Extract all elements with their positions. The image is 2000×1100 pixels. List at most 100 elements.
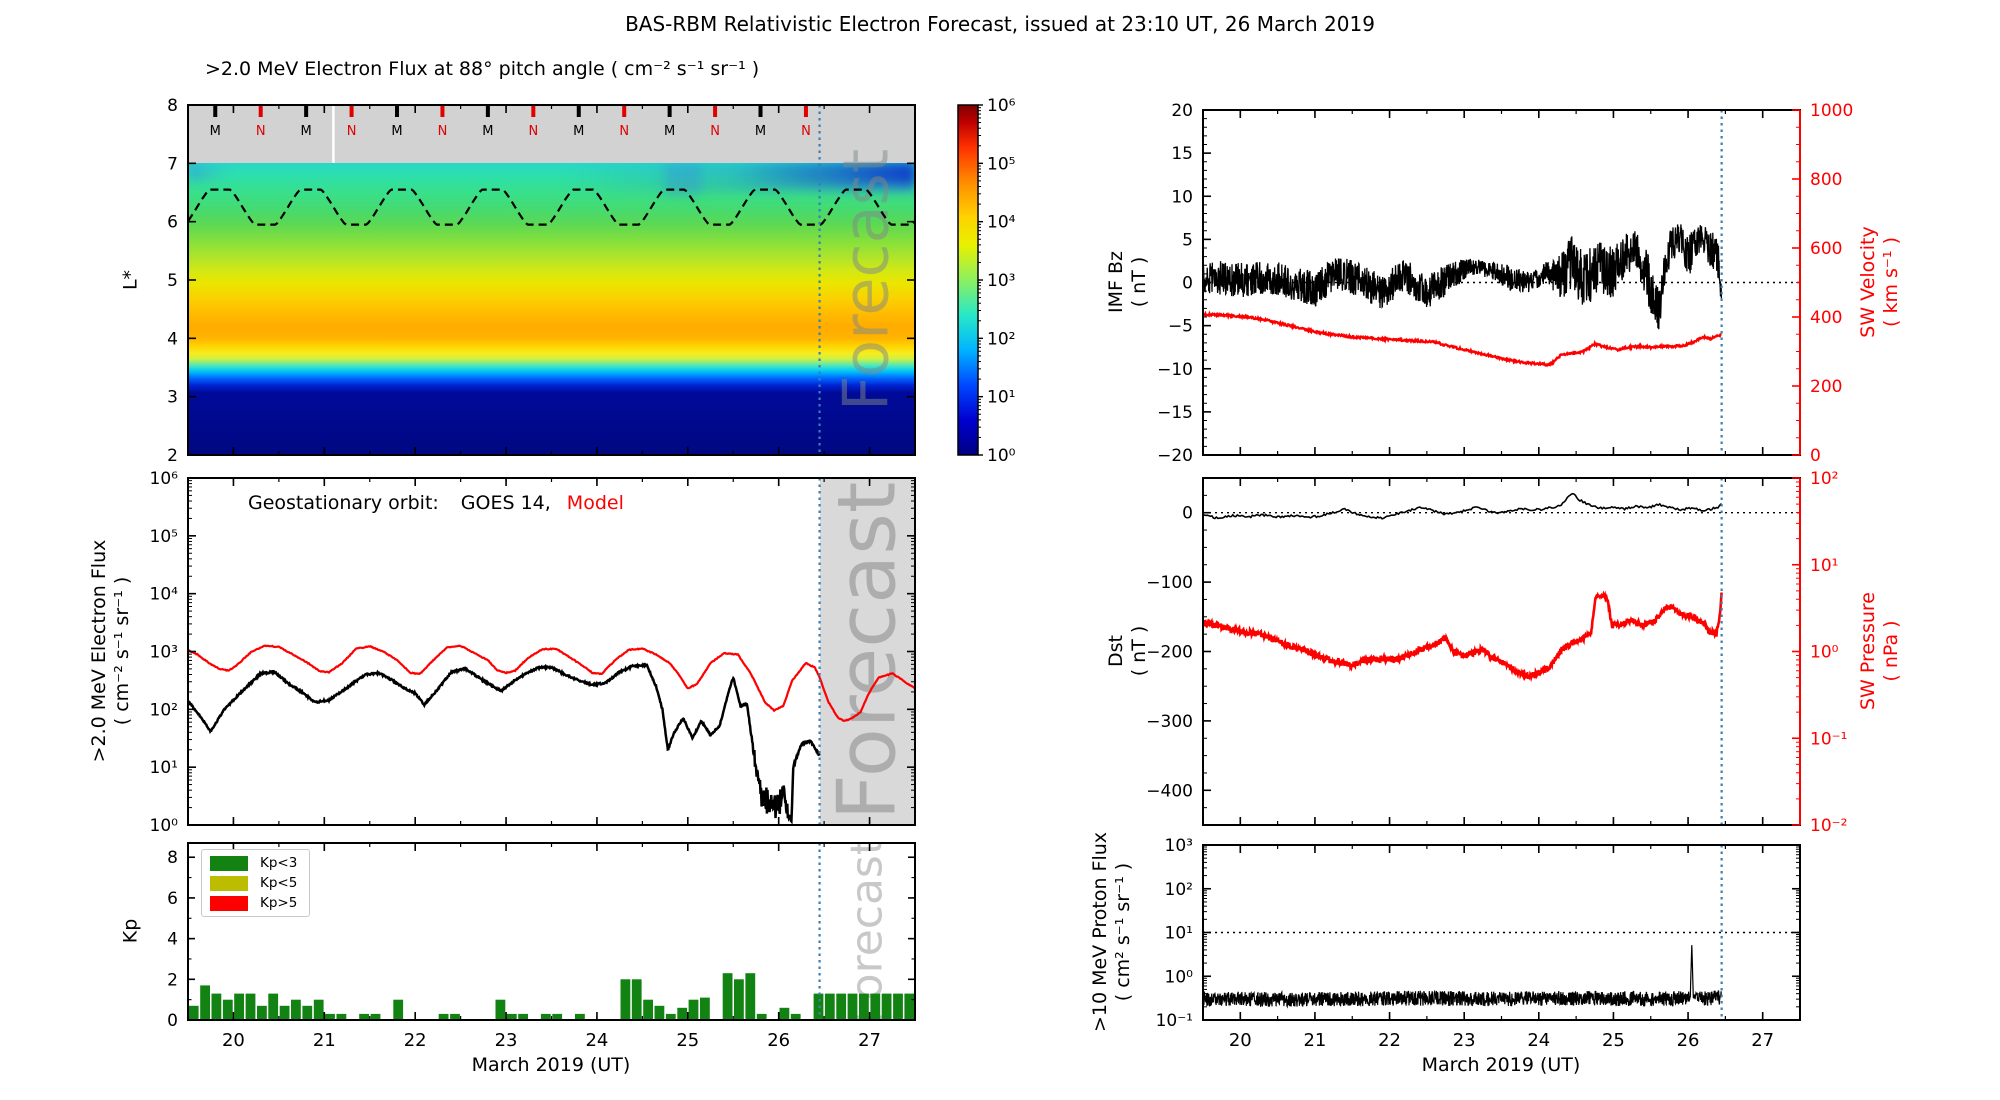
orbit-dashed-line xyxy=(187,188,916,226)
kp-bar xyxy=(291,999,301,1020)
kp-legend-row: Kp>5 xyxy=(210,895,297,911)
heatmap-ylabel: L* xyxy=(119,269,142,291)
sw-velocity-ylabel-line1: SW Velocity xyxy=(1857,226,1879,338)
kp-high-label: Kp>5 xyxy=(260,895,298,911)
proton-flux-ylabel-line1: >10 MeV Proton Flux xyxy=(1089,831,1111,1033)
sw-pressure-ylabel-line2: ( nPa ) xyxy=(1880,620,1902,682)
kp-bar xyxy=(359,1013,369,1020)
colorbar-tick-label: 10³ xyxy=(987,271,1015,291)
xtick-label: 26 xyxy=(1677,1030,1700,1051)
mlt-marker-label: M xyxy=(573,124,584,139)
ytick-label: 1000 xyxy=(1810,101,1853,121)
kp-bar xyxy=(222,999,233,1020)
xtick-label: 21 xyxy=(313,1030,336,1051)
kp-bar xyxy=(665,1013,676,1020)
mlt-tick xyxy=(304,106,309,117)
ytick-label: 10¹ xyxy=(1810,556,1838,576)
series-sw-pressure xyxy=(1201,590,1723,683)
electron-flux-ylabel-line2: ( cm⁻² s⁻¹ sr⁻¹ ) xyxy=(111,576,133,726)
kp-bar xyxy=(279,1005,290,1020)
mlt-tick xyxy=(349,106,354,117)
kp-bar xyxy=(870,993,881,1020)
series-sw-velocity xyxy=(1202,310,1722,368)
ytick-label: 5 xyxy=(1182,230,1193,250)
xtick-label: 27 xyxy=(858,1030,881,1051)
colorbar-tick-label: 10¹ xyxy=(987,388,1015,408)
mlt-tick xyxy=(440,106,445,117)
mlt-marker-label: N xyxy=(256,124,266,139)
mlt-marker-label: M xyxy=(391,124,402,139)
ytick-label: −300 xyxy=(1146,712,1193,732)
ytick-label: −10 xyxy=(1157,360,1193,380)
right-xaxis-label: March 2019 (UT) xyxy=(1421,1054,1581,1076)
ytick-label: 600 xyxy=(1810,239,1842,259)
xtick-label: 23 xyxy=(495,1030,518,1051)
ytick-label: 10 xyxy=(1171,187,1193,207)
forecast-shaded-region xyxy=(820,479,914,824)
ytick-label: 4 xyxy=(167,930,178,950)
xtick-label: 24 xyxy=(1527,1030,1550,1051)
kp-bar xyxy=(620,979,631,1020)
ytick-label: 0 xyxy=(1182,274,1193,294)
kp-bar xyxy=(234,993,244,1020)
kp-bar xyxy=(302,1005,313,1020)
ytick-label: −400 xyxy=(1146,781,1193,801)
heatmap-flux-field xyxy=(189,163,914,454)
kp-bar xyxy=(518,1013,528,1020)
kp-bar xyxy=(790,1013,801,1020)
mlt-tick xyxy=(576,106,581,117)
ytick-label: 2 xyxy=(167,970,178,990)
mlt-marker-label: M xyxy=(755,124,766,139)
ytick-label: 3 xyxy=(167,388,178,408)
mlt-tick xyxy=(713,106,718,117)
ytick-label: 10⁰ xyxy=(1165,967,1194,987)
kp-bar xyxy=(245,993,256,1020)
kp-bar xyxy=(495,999,506,1020)
kp-bar xyxy=(643,999,653,1020)
kp-bar xyxy=(393,999,404,1020)
series-model xyxy=(187,644,916,722)
ytick-label: −20 xyxy=(1157,446,1193,466)
colorbar-tick-label: 10⁰ xyxy=(987,446,1016,466)
mlt-tick xyxy=(803,106,808,117)
series-proton-flux xyxy=(1202,945,1723,1009)
sw-velocity-ylabel: SW Velocity ( km s⁻¹ ) xyxy=(1857,226,1903,337)
colorbar-tick-label: 10⁵ xyxy=(987,154,1015,174)
xtick-label: 26 xyxy=(767,1030,790,1051)
heatmap-overlay xyxy=(189,163,229,181)
kp-legend: Kp<3 Kp<5 Kp>5 xyxy=(201,849,311,917)
kp-bar xyxy=(904,993,915,1020)
kp-bar xyxy=(336,1013,347,1020)
kp-bars xyxy=(188,973,915,1020)
kp-bar xyxy=(540,1013,551,1020)
ytick-label: 0 xyxy=(1810,446,1821,466)
kp-bar xyxy=(779,1007,790,1020)
ytick-label: 400 xyxy=(1810,308,1842,328)
xtick-label: 22 xyxy=(404,1030,427,1051)
ytick-label: 200 xyxy=(1810,377,1842,397)
ytick-label: 8 xyxy=(167,848,178,868)
proton-flux-ylabel-line2: ( cm² s⁻¹ sr⁻¹ ) xyxy=(1112,862,1134,1002)
series-goes14 xyxy=(187,662,821,825)
kp-bar xyxy=(450,1013,460,1020)
kp-low-label: Kp<3 xyxy=(260,855,298,871)
kp-bar xyxy=(677,1007,688,1020)
panel-frame xyxy=(187,104,916,456)
ytick-label: −200 xyxy=(1146,643,1193,663)
dst-ylabel-line2: ( nT ) xyxy=(1128,625,1150,677)
kp-bar xyxy=(722,973,733,1020)
ytick-label: 10⁵ xyxy=(150,527,178,547)
kp-mid-label: Kp<5 xyxy=(260,875,298,891)
heatmap-overlays xyxy=(189,163,914,454)
kp-bar xyxy=(847,993,858,1020)
sw-velocity-ylabel-line2: ( km s⁻¹ ) xyxy=(1880,237,1902,328)
ytick-label: −5 xyxy=(1168,317,1193,337)
electron-flux-ylabel-line1: >2.0 MeV Electron Flux xyxy=(88,539,110,763)
ytick-label: 10⁶ xyxy=(150,469,179,489)
kp-bar xyxy=(268,993,279,1020)
ytick-label: −100 xyxy=(1146,573,1193,593)
kp-bar xyxy=(552,1013,563,1020)
kp-bar xyxy=(824,993,835,1020)
ytick-label: 800 xyxy=(1810,170,1842,190)
